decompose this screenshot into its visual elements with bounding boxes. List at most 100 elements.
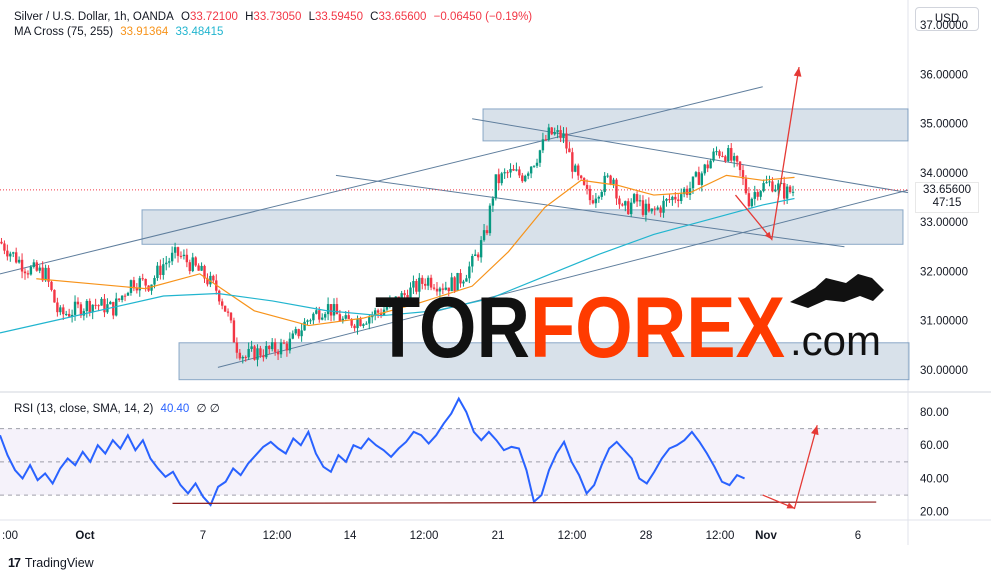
candle-body (694, 172, 698, 177)
candle-body (394, 296, 397, 300)
candle-body (594, 198, 598, 204)
currency-button[interactable]: USD (915, 7, 979, 31)
candle-body (503, 172, 506, 174)
candle-body (662, 200, 665, 213)
candle-body (771, 181, 774, 192)
candle-body (388, 300, 392, 308)
candle-body (759, 191, 762, 197)
candle-body (418, 277, 421, 292)
candle-body (303, 321, 306, 331)
candle-body (556, 130, 559, 133)
trend-line (217, 189, 909, 368)
candle-body (26, 273, 30, 275)
candle-body (400, 293, 403, 303)
candle-body (429, 277, 433, 288)
candle-body (644, 203, 648, 215)
candle-body (635, 194, 639, 202)
candle-body (582, 178, 586, 185)
candle-body (53, 289, 56, 303)
candle-body (697, 172, 701, 185)
candle-body (373, 310, 377, 316)
rsi-label[interactable]: RSI (13, close, SMA, 14, 2) (14, 403, 154, 415)
candle-body (350, 318, 353, 326)
candle-body (415, 281, 418, 292)
candle-body (732, 156, 736, 161)
candle-body (426, 277, 430, 286)
candle-body (309, 320, 312, 322)
candle-body (606, 175, 609, 177)
tradingview-branding[interactable]: 17 TradingView (8, 556, 94, 570)
candle-body (268, 345, 271, 350)
candle-body (641, 200, 645, 215)
candle-body (326, 304, 330, 315)
bar-countdown: 47:15 (932, 197, 962, 209)
candle-body (368, 317, 371, 324)
candle-body (312, 313, 315, 321)
candle-body (476, 254, 480, 258)
candle-body (547, 127, 550, 140)
forecast-arrow-mid-head (764, 231, 772, 240)
candle-body (656, 207, 659, 210)
trend-line (335, 174, 845, 248)
y-tick-label: 34.00000 (920, 168, 968, 180)
candle-body (559, 130, 562, 139)
candle-body (541, 139, 545, 151)
candle-body (532, 165, 536, 167)
candle-body (735, 156, 739, 162)
candle-body (712, 151, 715, 161)
candle-body (232, 320, 236, 343)
candle-body (265, 345, 268, 358)
candle-body (553, 132, 556, 135)
candle-body (424, 283, 427, 286)
candle-body (294, 329, 297, 334)
candle-body (56, 302, 59, 313)
candle-body (456, 272, 459, 291)
candle-body (491, 198, 495, 206)
candle-body (235, 342, 239, 353)
candle-body (459, 272, 462, 284)
candle-body (179, 255, 183, 257)
candle-body (506, 172, 509, 174)
candle-body (0, 241, 3, 244)
candle-body (70, 314, 74, 317)
candle-body (194, 257, 197, 266)
candle-body (3, 243, 6, 251)
candle-body (518, 169, 521, 176)
candle-body (497, 174, 500, 184)
candle-body (703, 164, 706, 174)
candle-body (688, 188, 692, 195)
candle-body (747, 193, 751, 207)
candle-body (117, 298, 121, 300)
candle-body (100, 298, 103, 306)
candle-body (338, 314, 342, 322)
candle-body (270, 342, 274, 350)
candle-body (674, 196, 677, 200)
candle-body (494, 174, 498, 199)
candle-body (535, 162, 539, 166)
candle-body (120, 295, 124, 300)
candle-body (435, 288, 439, 292)
candle-body (347, 315, 350, 319)
low-value: 33.59450 (315, 11, 363, 23)
candle-body (397, 296, 400, 303)
candle-body (67, 313, 71, 317)
candle-body (668, 198, 671, 201)
candle-body (365, 323, 368, 325)
candle-body (512, 168, 515, 171)
candle-body (212, 275, 215, 281)
candle-body (706, 164, 709, 169)
x-tick-label: 12:00 (706, 530, 735, 542)
candle-body (79, 304, 83, 316)
candle-body (162, 264, 165, 275)
candle-body (571, 152, 574, 172)
legend-symbol[interactable]: Silver / U.S. Dollar, 1h, OANDA (14, 11, 174, 23)
candle-body (244, 356, 247, 358)
candle-body (76, 301, 80, 305)
candle-body (247, 348, 250, 358)
rsi-flags: ∅ ∅ (196, 403, 220, 415)
candle-body (721, 155, 724, 157)
ma-label[interactable]: MA Cross (75, 255) (14, 26, 114, 38)
candle-body (103, 298, 106, 313)
